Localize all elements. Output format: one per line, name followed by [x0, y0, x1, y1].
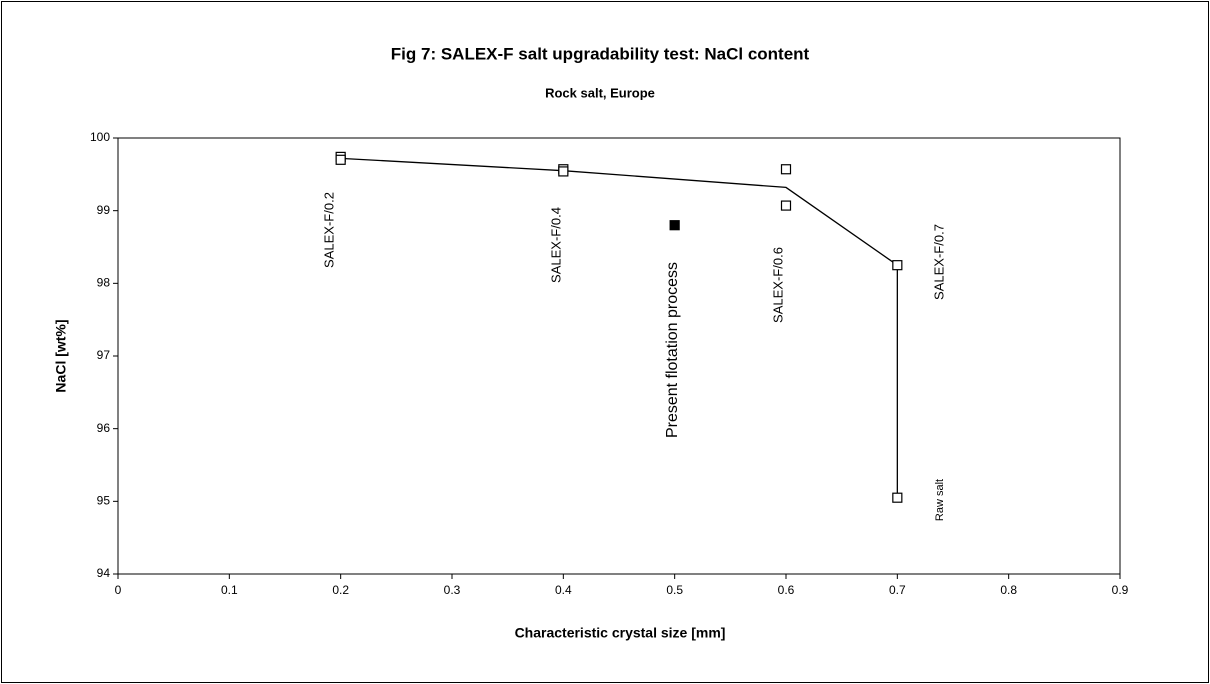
- plot-area: [117, 137, 1121, 575]
- data-point: [558, 166, 569, 177]
- x-axis-label: Characteristic crystal size [mm]: [515, 625, 726, 641]
- x-tick-label: 0.7: [889, 583, 906, 597]
- x-tick-label: 0.3: [444, 583, 461, 597]
- data-point: [669, 220, 680, 231]
- data-point: [780, 164, 792, 175]
- annotation: SALEX-F/0.6: [770, 247, 785, 323]
- x-tick-label: 0.5: [666, 583, 683, 597]
- x-tick-label: 0.8: [1000, 583, 1017, 597]
- x-tick-label: 0.1: [221, 583, 238, 597]
- x-tick-label: 0.4: [555, 583, 572, 597]
- x-tick-label: 0.9: [1112, 583, 1129, 597]
- chart-title: Fig 7: SALEX-F salt upgradability test: …: [391, 44, 810, 63]
- data-point: [780, 200, 792, 211]
- data-point: [892, 492, 903, 503]
- y-tick-label: 95: [97, 494, 111, 508]
- data-line: [340, 157, 898, 498]
- data-point: [335, 154, 346, 165]
- annotation: SALEX-F/0.4: [548, 207, 563, 283]
- y-tick-label: 98: [97, 276, 111, 290]
- y-axis-label: NaCl [wt%]: [53, 319, 69, 392]
- chart-subtitle: Rock salt, Europe: [545, 85, 655, 100]
- y-tick-label: 99: [97, 203, 111, 217]
- annotation: Present flotation process: [664, 262, 681, 438]
- y-tick-label: 96: [97, 421, 111, 435]
- x-tick-label: 0.2: [332, 583, 349, 597]
- y-tick-label: 97: [97, 348, 111, 362]
- y-tick-label: 100: [90, 130, 110, 144]
- x-tick-label: 0: [115, 583, 122, 597]
- x-tick-label: 0.6: [778, 583, 795, 597]
- data-point: [892, 260, 903, 271]
- annotation: Raw salt: [934, 479, 946, 521]
- annotation: SALEX-F/0.7: [931, 224, 946, 300]
- annotation: SALEX-F/0.2: [321, 192, 336, 268]
- y-tick-label: 94: [97, 566, 111, 580]
